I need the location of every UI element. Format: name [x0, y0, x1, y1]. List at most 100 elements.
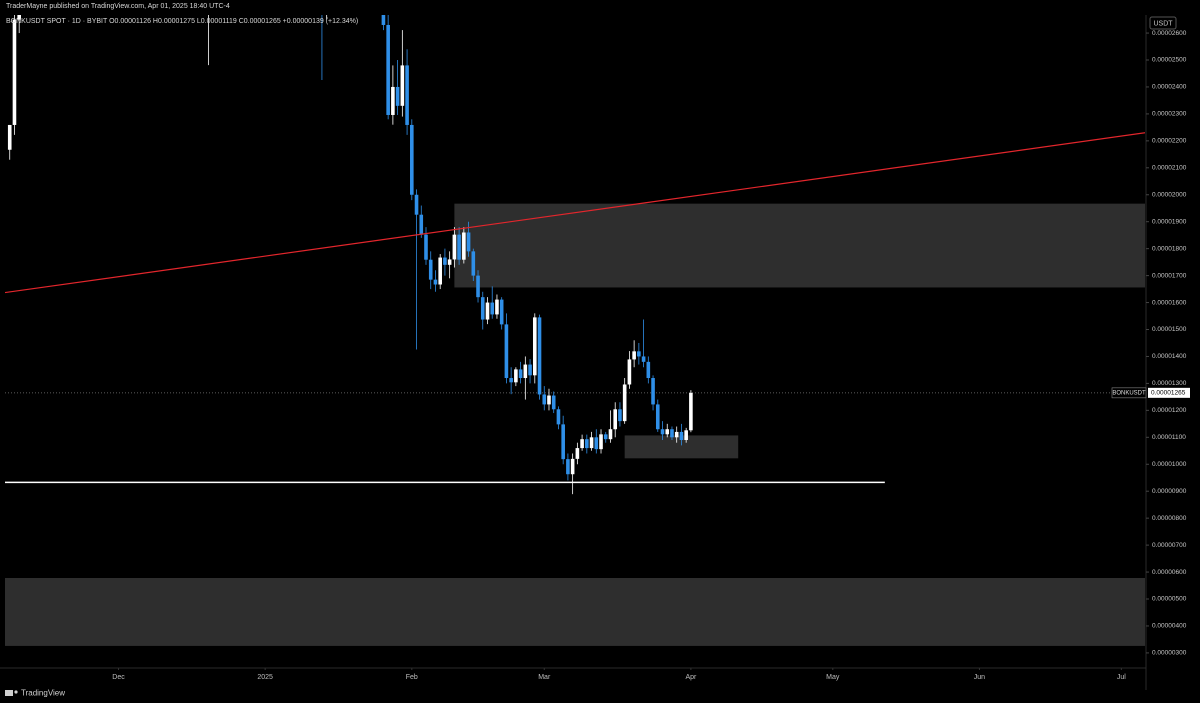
y-tick-label: 0.00000500 — [1152, 596, 1187, 603]
candle-body — [537, 317, 542, 395]
candle-body — [495, 299, 499, 315]
y-tick-label: 0.00001900 — [1152, 218, 1187, 225]
y-tick-label: 0.00001700 — [1152, 272, 1187, 279]
candle-body — [665, 429, 670, 435]
candle-body — [684, 430, 688, 441]
candle-body — [618, 409, 622, 422]
y-tick-label: 0.00001800 — [1152, 245, 1187, 252]
candle-body — [410, 124, 414, 195]
candle-body — [627, 359, 632, 385]
candle-body — [400, 65, 405, 106]
candle-body — [7, 124, 12, 150]
candle-body — [490, 302, 495, 315]
candle-body — [585, 439, 589, 449]
price-tag-box — [1148, 387, 1190, 398]
candle-body — [542, 394, 547, 405]
candle-body — [471, 251, 476, 276]
y-tick-label: 0.00000700 — [1152, 542, 1187, 549]
x-tick-label: Feb — [406, 674, 418, 681]
candle-body — [580, 439, 584, 449]
zone — [5, 577, 1145, 646]
y-tick-label: 0.00001600 — [1152, 299, 1187, 306]
candle-body — [532, 317, 537, 376]
candle-body — [528, 364, 532, 376]
symbol-tag-box — [1111, 387, 1147, 399]
candle-body — [679, 431, 684, 441]
candle-body — [457, 234, 461, 260]
y-tick-label: 0.00002200 — [1152, 138, 1187, 145]
y-tick-label: 0.00001200 — [1152, 407, 1187, 414]
y-tick-label: 0.00002600 — [1152, 30, 1187, 37]
candle-body — [386, 24, 390, 115]
y-tick-label: 0.00000300 — [1152, 650, 1187, 657]
candle-body — [405, 65, 409, 125]
candle-body — [414, 194, 419, 215]
currency-box — [1149, 16, 1177, 30]
candle-body — [452, 234, 457, 260]
y-tick-label: 0.00001400 — [1152, 353, 1187, 360]
candle-body — [514, 369, 518, 383]
candle-body — [462, 232, 466, 260]
x-tick-label: Dec — [112, 674, 125, 681]
candle-body — [518, 369, 523, 379]
candle-body — [674, 431, 679, 438]
symbol-tag: BONKUSDT — [1112, 390, 1146, 396]
candle-body — [603, 434, 608, 440]
candle-body — [480, 297, 485, 320]
candle-body — [476, 275, 480, 298]
candle-body — [381, 15, 386, 25]
candle-body — [419, 214, 424, 235]
candle-body — [547, 395, 551, 405]
zone — [454, 203, 1145, 288]
candle-body — [438, 257, 442, 285]
y-tick-label: 0.00002300 — [1152, 111, 1187, 118]
footer-brand: TradingView — [21, 689, 65, 698]
candle-body — [637, 351, 641, 357]
ohlc-legend: BONKUSDT SPOT · 1D · BYBIT O0.00001126 H… — [6, 18, 358, 25]
y-tick-label: 0.00002400 — [1152, 84, 1187, 91]
x-tick-label: Mar — [538, 674, 551, 681]
candle-body — [466, 232, 471, 252]
candle-body — [391, 86, 395, 115]
plot-area — [5, 15, 1145, 646]
candle-body — [499, 299, 504, 325]
candle-body — [575, 448, 580, 459]
candle-body — [443, 257, 447, 265]
candle-body — [651, 378, 655, 405]
y-tick-label: 0.00001100 — [1152, 434, 1186, 441]
candle-body — [641, 356, 646, 362]
candle-body — [589, 437, 594, 449]
candle-body — [670, 429, 674, 438]
trendline — [5, 132, 1145, 294]
candle-body — [523, 364, 528, 379]
candle-body — [646, 361, 651, 379]
candle-body — [655, 404, 660, 430]
currency-label: USDT — [1153, 20, 1173, 27]
candle-body — [556, 409, 561, 425]
candle-body — [485, 302, 490, 320]
x-tick-label: Jul — [1117, 674, 1126, 681]
candle-body — [551, 395, 556, 410]
y-tick-label: 0.00001000 — [1152, 461, 1187, 468]
y-tick-label: 0.00002500 — [1152, 57, 1187, 64]
candle-body — [17, 15, 21, 20]
y-tick-label: 0.00000600 — [1152, 569, 1187, 576]
candle-body — [689, 392, 693, 431]
candle-body — [433, 279, 438, 285]
zone — [624, 435, 739, 459]
candle-body — [608, 429, 613, 440]
y-tick-label: 0.00000900 — [1152, 488, 1187, 495]
y-tick-label: 0.00002000 — [1152, 191, 1187, 198]
candle-body — [424, 234, 428, 260]
candle-body — [613, 409, 618, 430]
candle-body — [12, 19, 17, 125]
candle-body — [632, 351, 636, 360]
candle-body — [566, 459, 570, 475]
y-tick-label: 0.00001500 — [1152, 326, 1187, 333]
candle-body — [447, 259, 452, 265]
tradingview-logo — [5, 690, 18, 696]
y-tick-label: 0.00002100 — [1152, 165, 1187, 172]
y-tick-label: 0.00000400 — [1152, 623, 1187, 630]
